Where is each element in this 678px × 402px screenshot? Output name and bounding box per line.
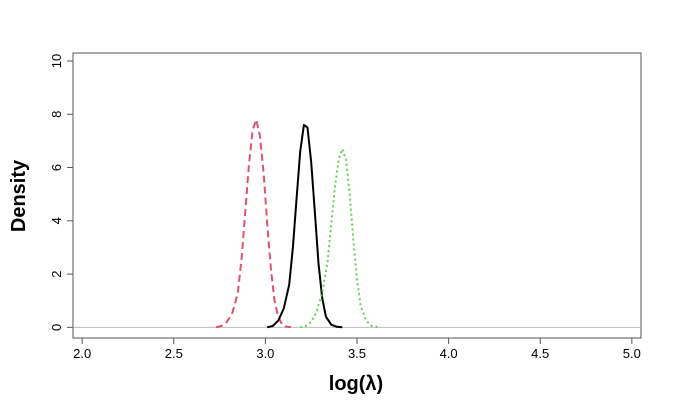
- y-axis: 0 2 4 6 8 10: [49, 54, 74, 331]
- series-layer: [215, 118, 380, 329]
- y-tick-label: 2: [49, 270, 64, 277]
- x-tick-label: 5.0: [623, 346, 641, 361]
- x-tick-label: 2.0: [73, 346, 91, 361]
- plot-frame: [72, 52, 642, 339]
- y-axis-title: Density: [8, 159, 30, 232]
- x-axis-title: log(λ): [329, 373, 383, 395]
- density-curve-3: [299, 147, 380, 329]
- y-tick-label: 6: [49, 164, 64, 171]
- y-tick-label: 4: [49, 217, 64, 224]
- x-tick-label: 3.5: [348, 346, 366, 361]
- y-tick-label: 0: [49, 324, 64, 331]
- x-tick-label: 3.0: [256, 346, 274, 361]
- x-tick-label: 2.5: [165, 346, 183, 361]
- density-curve-1: [215, 118, 292, 329]
- density-curve-2: [266, 123, 343, 329]
- x-axis: 2.0 2.5 3.0 3.5 4.0 4.5 5.0: [73, 337, 641, 361]
- y-tick-label: 8: [49, 111, 64, 118]
- x-tick-label: 4.5: [531, 346, 549, 361]
- y-tick-label: 10: [49, 54, 64, 68]
- x-tick-label: 4.0: [440, 346, 458, 361]
